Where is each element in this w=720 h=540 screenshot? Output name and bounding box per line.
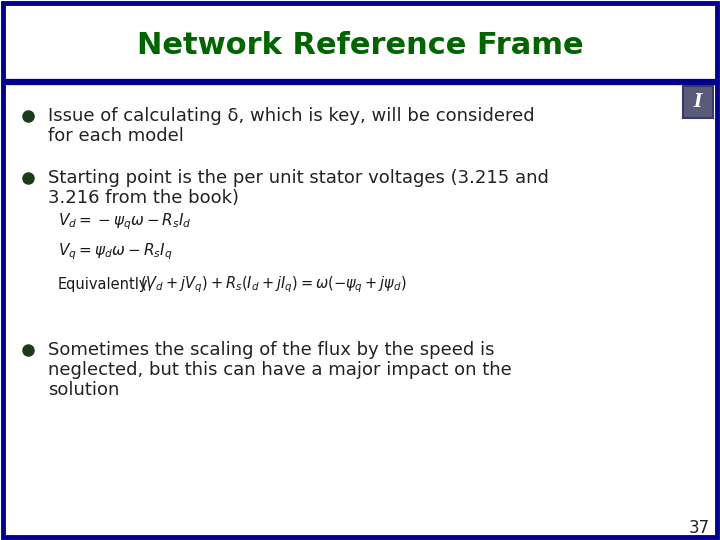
Text: 3.216 from the book): 3.216 from the book) (48, 189, 239, 207)
Text: Issue of calculating δ, which is key, will be considered: Issue of calculating δ, which is key, wi… (48, 107, 535, 125)
Text: I: I (694, 93, 702, 111)
Text: 37: 37 (689, 519, 710, 537)
Text: Sometimes the scaling of the flux by the speed is: Sometimes the scaling of the flux by the… (48, 341, 495, 359)
Text: $V_d = -\psi_q\omega - R_s I_d$: $V_d = -\psi_q\omega - R_s I_d$ (58, 212, 192, 232)
Text: Equivalently,: Equivalently, (58, 278, 153, 293)
Text: Starting point is the per unit stator voltages (3.215 and: Starting point is the per unit stator vo… (48, 169, 549, 187)
Text: for each model: for each model (48, 127, 184, 145)
Text: solution: solution (48, 381, 120, 399)
Text: $V_q = \psi_d\omega - R_s I_q$: $V_q = \psi_d\omega - R_s I_q$ (58, 242, 173, 262)
Bar (683, 86, 713, 118)
Text: $(V_d+jV_q) + R_s(I_d+jI_q) = \omega(-\psi_q + j\psi_d)$: $(V_d+jV_q) + R_s(I_d+jI_q) = \omega(-\p… (140, 275, 407, 295)
Text: Network Reference Frame: Network Reference Frame (137, 30, 583, 59)
Text: neglected, but this can have a major impact on the: neglected, but this can have a major imp… (48, 361, 512, 379)
